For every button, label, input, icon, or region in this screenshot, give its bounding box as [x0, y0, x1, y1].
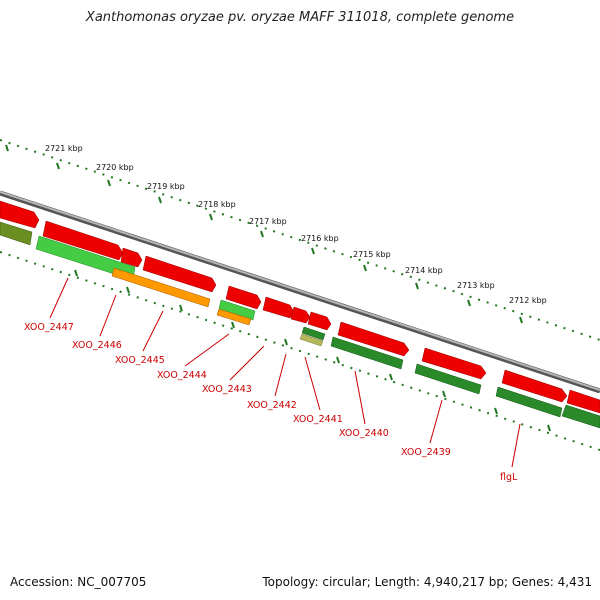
- accession-text: Accession: NC_007705: [10, 575, 147, 589]
- gene-label-xoo-2445: XOO_2445: [115, 355, 165, 366]
- scale-label-2717: 2717 kbp: [249, 217, 287, 226]
- scale-label-2718: 2718 kbp: [198, 200, 236, 209]
- scale-label-2712: 2712 kbp: [509, 296, 547, 305]
- gene-label-xoo-2440: XOO_2440: [339, 428, 389, 439]
- scale-label-2721: 2721 kbp: [45, 144, 83, 153]
- scale-label-2716: 2716 kbp: [301, 234, 339, 243]
- scale-label-2713: 2713 kbp: [457, 281, 495, 290]
- scale-label-2714: 2714 kbp: [405, 266, 443, 275]
- scale-label-2720: 2720 kbp: [96, 163, 134, 172]
- gene-label-xoo-2441: XOO_2441: [293, 414, 343, 425]
- map-title: Xanthomonas oryzae pv. oryzae MAFF 31101…: [85, 10, 515, 25]
- gene-label-xoo-2447: XOO_2447: [24, 322, 74, 333]
- label-leaders: [49, 277, 521, 468]
- scale-label-2715: 2715 kbp: [353, 250, 391, 259]
- scale-ticks: [0, 139, 600, 341]
- gene-label-xoo-2444: XOO_2444: [157, 370, 207, 381]
- gene-label-flgl: flgL: [500, 472, 518, 483]
- forward-genes: [0, 200, 600, 414]
- reverse-genes: [0, 221, 600, 429]
- gene-label-xoo-2446: XOO_2446: [72, 340, 122, 351]
- gene-label-xoo-2439: XOO_2439: [401, 447, 451, 458]
- topology-text: Topology: circular; Length: 4,940,217 bp…: [262, 575, 592, 589]
- gene-label-xoo-2443: XOO_2443: [202, 384, 252, 395]
- inner-ticks: [0, 251, 600, 451]
- gene-label-xoo-2442: XOO_2442: [247, 400, 297, 411]
- scale-label-2719: 2719 kbp: [147, 182, 185, 191]
